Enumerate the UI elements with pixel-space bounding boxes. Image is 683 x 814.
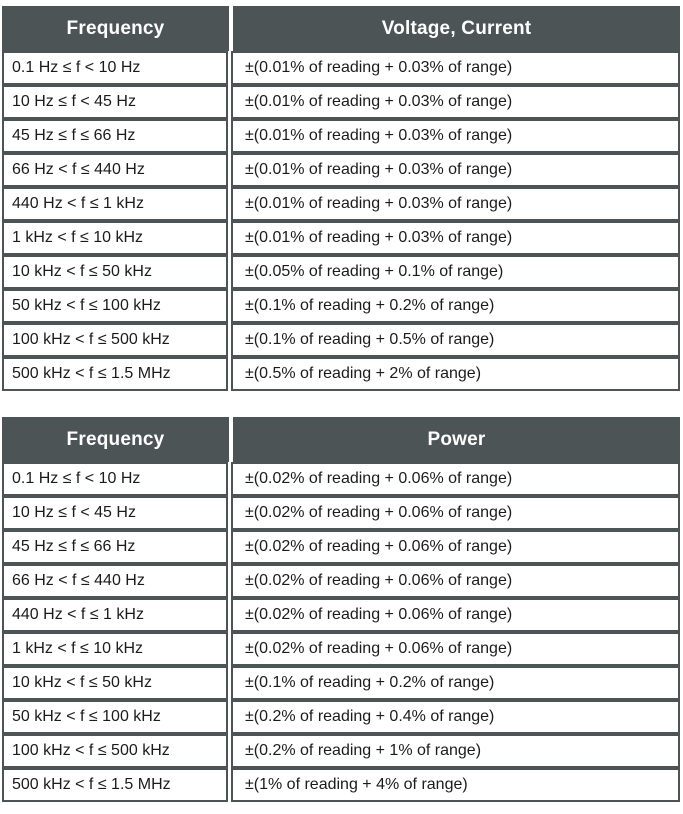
column-header-frequency: Frequency xyxy=(2,6,229,51)
voltage-current-table-header: Frequency Voltage, Current xyxy=(2,6,680,51)
accuracy-spec-cell: ±(0.02% of reading + 0.06% of range) xyxy=(231,530,680,564)
accuracy-spec-cell: ±(0.05% of reading + 0.1% of range) xyxy=(231,255,680,289)
table-row: 10 Hz ≤ f < 45 Hz ±(0.01% of reading + 0.… xyxy=(2,85,680,119)
frequency-range-cell: 440 Hz < f ≤ 1 kHz xyxy=(2,598,228,632)
accuracy-spec-cell: ±(0.01% of reading + 0.03% of range) xyxy=(231,153,680,187)
accuracy-spec-cell: ±(0.02% of reading + 0.06% of range) xyxy=(231,462,680,496)
frequency-range-cell: 1 kHz < f ≤ 10 kHz xyxy=(2,221,228,255)
power-table-body: 0.1 Hz ≤ f < 10 Hz ±(0.02% of reading + 0… xyxy=(2,462,680,802)
frequency-range-cell: 0.1 Hz ≤ f < 10 Hz xyxy=(2,51,228,85)
accuracy-spec-cell: ±(0.1% of reading + 0.2% of range) xyxy=(231,666,680,700)
table-row: 500 kHz < f ≤ 1.5 MHz ±(0.5% of reading +… xyxy=(2,357,680,391)
table-row: 440 Hz < f ≤ 1 kHz ±(0.01% of reading + 0… xyxy=(2,187,680,221)
column-header-frequency: Frequency xyxy=(2,417,229,462)
header-divider xyxy=(229,417,233,462)
accuracy-spec-cell: ±(1% of reading + 4% of range) xyxy=(231,768,680,802)
power-table-header: Frequency Power xyxy=(2,417,680,462)
table-row: 66 Hz < f ≤ 440 Hz ±(0.02% of reading + 0… xyxy=(2,564,680,598)
voltage-current-table-body: 0.1 Hz ≤ f < 10 Hz ±(0.01% of reading + 0… xyxy=(2,51,680,391)
table-row: 45 Hz ≤ f ≤ 66 Hz ±(0.01% of reading + 0.… xyxy=(2,119,680,153)
frequency-range-cell: 50 kHz < f ≤ 100 kHz xyxy=(2,289,228,323)
accuracy-spec-cell: ±(0.2% of reading + 0.4% of range) xyxy=(231,700,680,734)
frequency-range-cell: 10 Hz ≤ f < 45 Hz xyxy=(2,496,228,530)
table-row: 10 kHz < f ≤ 50 kHz ±(0.05% of reading + … xyxy=(2,255,680,289)
accuracy-spec-cell: ±(0.5% of reading + 2% of range) xyxy=(231,357,680,391)
frequency-range-cell: 45 Hz ≤ f ≤ 66 Hz xyxy=(2,119,228,153)
voltage-current-table: Frequency Voltage, Current 0.1 Hz ≤ f < … xyxy=(2,6,680,391)
table-row: 50 kHz < f ≤ 100 kHz ±(0.1% of reading + … xyxy=(2,289,680,323)
frequency-range-cell: 0.1 Hz ≤ f < 10 Hz xyxy=(2,462,228,496)
table-row: 1 kHz < f ≤ 10 kHz ±(0.02% of reading + 0… xyxy=(2,632,680,666)
table-row: 66 Hz < f ≤ 440 Hz ±(0.01% of reading + 0… xyxy=(2,153,680,187)
accuracy-spec-cell: ±(0.02% of reading + 0.06% of range) xyxy=(231,496,680,530)
table-row: 440 Hz < f ≤ 1 kHz ±(0.02% of reading + 0… xyxy=(2,598,680,632)
accuracy-spec-cell: ±(0.01% of reading + 0.03% of range) xyxy=(231,51,680,85)
table-row: 100 kHz < f ≤ 500 kHz ±(0.1% of reading +… xyxy=(2,323,680,357)
table-row: 0.1 Hz ≤ f < 10 Hz ±(0.01% of reading + 0… xyxy=(2,51,680,85)
frequency-range-cell: 10 kHz < f ≤ 50 kHz xyxy=(2,255,228,289)
frequency-range-cell: 500 kHz < f ≤ 1.5 MHz xyxy=(2,768,228,802)
accuracy-spec-cell: ±(0.01% of reading + 0.03% of range) xyxy=(231,221,680,255)
header-divider xyxy=(229,6,233,51)
accuracy-spec-cell: ±(0.01% of reading + 0.03% of range) xyxy=(231,85,680,119)
accuracy-spec-cell: ±(0.02% of reading + 0.06% of range) xyxy=(231,598,680,632)
power-table: Frequency Power 0.1 Hz ≤ f < 10 Hz ±(0.02… xyxy=(2,417,680,802)
accuracy-spec-cell: ±(0.1% of reading + 0.2% of range) xyxy=(231,289,680,323)
frequency-range-cell: 66 Hz < f ≤ 440 Hz xyxy=(2,564,228,598)
table-row: 10 Hz ≤ f < 45 Hz ±(0.02% of reading + 0.… xyxy=(2,496,680,530)
column-header-power: Power xyxy=(233,417,680,462)
table-row: 100 kHz < f ≤ 500 kHz ±(0.2% of reading +… xyxy=(2,734,680,768)
frequency-range-cell: 100 kHz < f ≤ 500 kHz xyxy=(2,734,228,768)
accuracy-spec-cell: ±(0.2% of reading + 1% of range) xyxy=(231,734,680,768)
frequency-range-cell: 440 Hz < f ≤ 1 kHz xyxy=(2,187,228,221)
accuracy-spec-cell: ±(0.02% of reading + 0.06% of range) xyxy=(231,564,680,598)
frequency-range-cell: 50 kHz < f ≤ 100 kHz xyxy=(2,700,228,734)
table-row: 50 kHz < f ≤ 100 kHz ±(0.2% of reading + … xyxy=(2,700,680,734)
frequency-range-cell: 100 kHz < f ≤ 500 kHz xyxy=(2,323,228,357)
table-row: 10 kHz < f ≤ 50 kHz ±(0.1% of reading + 0… xyxy=(2,666,680,700)
accuracy-spec-cell: ±(0.02% of reading + 0.06% of range) xyxy=(231,632,680,666)
table-row: 0.1 Hz ≤ f < 10 Hz ±(0.02% of reading + 0… xyxy=(2,462,680,496)
frequency-range-cell: 500 kHz < f ≤ 1.5 MHz xyxy=(2,357,228,391)
accuracy-spec-cell: ±(0.1% of reading + 0.5% of range) xyxy=(231,323,680,357)
table-row: 45 Hz ≤ f ≤ 66 Hz ±(0.02% of reading + 0.… xyxy=(2,530,680,564)
frequency-range-cell: 45 Hz ≤ f ≤ 66 Hz xyxy=(2,530,228,564)
frequency-range-cell: 10 kHz < f ≤ 50 kHz xyxy=(2,666,228,700)
accuracy-spec-cell: ±(0.01% of reading + 0.03% of range) xyxy=(231,187,680,221)
frequency-range-cell: 10 Hz ≤ f < 45 Hz xyxy=(2,85,228,119)
frequency-range-cell: 1 kHz < f ≤ 10 kHz xyxy=(2,632,228,666)
accuracy-spec-cell: ±(0.01% of reading + 0.03% of range) xyxy=(231,119,680,153)
column-header-voltage-current: Voltage, Current xyxy=(233,6,680,51)
frequency-range-cell: 66 Hz < f ≤ 440 Hz xyxy=(2,153,228,187)
table-row: 1 kHz < f ≤ 10 kHz ±(0.01% of reading + 0… xyxy=(2,221,680,255)
table-row: 500 kHz < f ≤ 1.5 MHz ±(1% of reading + 4… xyxy=(2,768,680,802)
